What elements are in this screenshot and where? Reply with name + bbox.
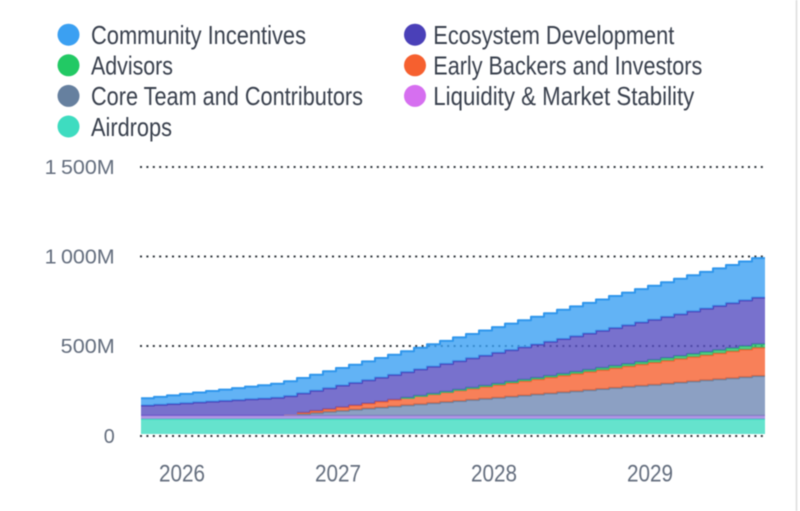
- svg-text:1 500M: 1 500M: [45, 157, 115, 179]
- svg-text:Community Incentives: Community Incentives: [91, 20, 306, 50]
- svg-text:2027: 2027: [315, 461, 361, 488]
- svg-text:1 000M: 1 000M: [45, 247, 115, 269]
- svg-text:Core Team and Contributors: Core Team and Contributors: [91, 81, 363, 111]
- svg-text:2029: 2029: [627, 461, 673, 488]
- svg-text:Advisors: Advisors: [91, 51, 173, 81]
- svg-text:Airdrops: Airdrops: [91, 112, 172, 142]
- svg-text:2026: 2026: [159, 461, 205, 488]
- svg-text:Ecosystem Development: Ecosystem Development: [433, 20, 675, 50]
- svg-text:0: 0: [104, 426, 115, 448]
- svg-text:2028: 2028: [471, 461, 517, 488]
- svg-text:Liquidity & Market Stability: Liquidity & Market Stability: [433, 81, 694, 111]
- svg-text:500M: 500M: [61, 336, 115, 358]
- svg-text:Early Backers and Investors: Early Backers and Investors: [433, 51, 702, 81]
